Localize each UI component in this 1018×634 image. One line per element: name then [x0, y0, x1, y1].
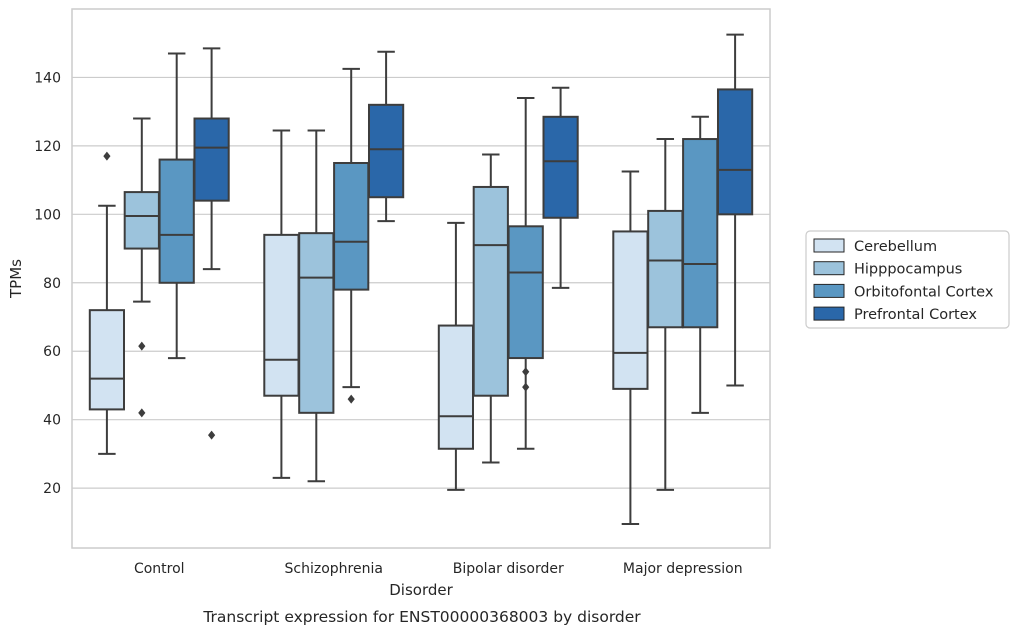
y-tick-label: 100	[34, 207, 61, 223]
outlier-point	[522, 367, 530, 377]
iqr-box	[333, 162, 370, 291]
y-tick-label: 60	[43, 344, 61, 360]
outlier-point	[138, 408, 146, 418]
box-cerebellum-2	[437, 221, 475, 491]
legend-swatch	[813, 238, 845, 253]
box-orbitofontal-cortex-3	[682, 115, 719, 414]
outlier-point	[347, 394, 355, 404]
y-tick-label: 80	[43, 276, 61, 292]
iqr-box	[542, 115, 579, 219]
iqr-box	[716, 88, 754, 216]
iqr-box	[88, 309, 126, 411]
iqr-box	[472, 185, 509, 397]
legend-label: Orbitofontal Cortex	[854, 284, 994, 300]
y-axis-ticks: 20 40 60 80 100 120 140	[34, 70, 61, 497]
legend-label: Cerebellum	[854, 239, 937, 255]
outlier-point	[138, 341, 146, 351]
box-hipppocampus-1	[298, 129, 335, 483]
iqr-box	[682, 138, 719, 329]
x-tick-label: Schizophrenia	[285, 561, 383, 577]
outlier-point	[522, 382, 530, 392]
outlier-point	[103, 151, 111, 161]
box-prefrontal-cortex-1	[367, 50, 405, 223]
x-axis-title: Disorder	[389, 581, 453, 599]
x-axis-ticks: Control Schizophrenia Bipolar disorder Majo…	[134, 561, 743, 577]
iqr-box	[612, 230, 649, 390]
chart-caption: Transcript expression for ENST0000036800…	[202, 608, 641, 626]
box-cerebellum-0	[88, 151, 126, 455]
legend-label: Prefrontal Cortex	[854, 307, 977, 323]
legend: Cerebellum Hipppocampus Orbitofontal Corte…	[805, 230, 1010, 329]
legend-swatch	[813, 261, 845, 276]
box-hipppocampus-0	[123, 117, 160, 418]
box-orbitofontal-cortex-0	[158, 52, 195, 360]
box-cerebellum-1	[263, 129, 300, 479]
iqr-box	[123, 191, 160, 250]
x-tick-label: Bipolar disorder	[453, 561, 564, 577]
box-orbitofontal-cortex-1	[333, 67, 370, 404]
box-series-layer	[88, 33, 754, 526]
iqr-box	[263, 233, 300, 397]
box-prefrontal-cortex-3	[716, 33, 754, 387]
y-tick-label: 140	[34, 70, 61, 86]
legend-swatch	[813, 283, 845, 298]
box-orbitofontal-cortex-2	[507, 96, 544, 450]
box-prefrontal-cortex-2	[542, 86, 579, 289]
x-tick-label: Control	[134, 561, 185, 577]
y-tick-label: 20	[43, 481, 61, 497]
legend-frame	[805, 230, 1010, 329]
legend-label: Hipppocampus	[854, 262, 962, 278]
iqr-box	[507, 225, 544, 360]
legend-swatch	[813, 306, 845, 321]
iqr-box	[437, 324, 475, 450]
y-tick-label: 120	[34, 139, 61, 155]
x-tick-label: Major depression	[623, 561, 743, 577]
iqr-box	[158, 158, 195, 284]
box-cerebellum-3	[612, 170, 649, 526]
iqr-box	[193, 117, 230, 202]
box-hipppocampus-3	[647, 138, 684, 491]
iqr-box	[298, 232, 335, 414]
plot-area-frame	[71, 8, 771, 549]
y-tick-label: 40	[43, 413, 61, 429]
box-prefrontal-cortex-0	[193, 47, 230, 440]
outlier-point	[208, 430, 216, 440]
y-axis-title: TPMs	[7, 259, 25, 299]
box-hipppocampus-2	[472, 153, 509, 464]
iqr-box	[367, 103, 405, 199]
iqr-box	[647, 209, 684, 329]
